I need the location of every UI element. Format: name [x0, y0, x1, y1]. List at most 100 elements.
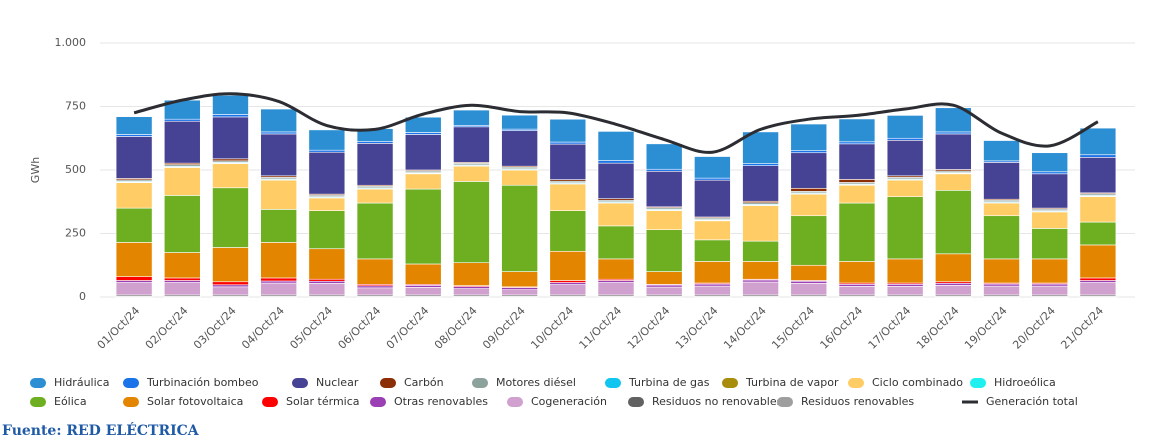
bar-segment [983, 285, 1020, 296]
bar-segment [115, 282, 153, 296]
bar-segment [115, 280, 153, 283]
legend-swatch [30, 378, 46, 388]
bar-segment [549, 250, 587, 281]
x-tick-label: 21/Oct/24 [1058, 304, 1106, 352]
legend-label: Motores diésel [496, 376, 576, 389]
bar-segment [356, 188, 394, 204]
x-tick-label: 13/Oct/24 [673, 304, 721, 352]
bar-segment [549, 280, 587, 283]
x-tick-label: 19/Oct/24 [962, 304, 1010, 352]
bar-segment [838, 261, 876, 284]
x-tick-label: 11/Oct/24 [577, 304, 625, 352]
x-tick-label: 15/Oct/24 [769, 304, 817, 352]
bar-segment [790, 193, 828, 217]
bar-segment [163, 167, 201, 196]
bar-segment [163, 118, 201, 122]
bar-segment [1079, 221, 1117, 246]
x-tick-label: 03/Oct/24 [191, 304, 239, 352]
bar-segment [356, 202, 394, 260]
bar-segment [1079, 196, 1117, 223]
bar-segment [260, 108, 297, 133]
bar-segment [790, 264, 828, 281]
bar-segment [501, 114, 538, 130]
bar-segment [935, 190, 972, 255]
x-tick-label: 18/Oct/24 [914, 304, 962, 352]
bar-segment [886, 137, 924, 141]
bar-segment [838, 286, 876, 296]
bar-segment [838, 143, 876, 180]
bar-segment [694, 261, 731, 284]
bar-segment [308, 129, 346, 151]
bar-segment [886, 196, 924, 260]
bar-segment [838, 141, 876, 145]
bar-segment [790, 187, 828, 192]
legend-swatch [628, 397, 644, 407]
bar-segment [935, 253, 972, 283]
legend-label: Generación total [986, 395, 1078, 408]
bar-segment [163, 280, 201, 283]
x-tick-label: 10/Oct/24 [528, 304, 576, 352]
bar-segment [356, 143, 394, 186]
bar-segment [645, 143, 683, 170]
bar-segment [453, 286, 490, 289]
bar-segment [983, 202, 1020, 217]
legend-swatch [380, 378, 396, 388]
bar-segment [838, 118, 876, 143]
bar-segment [212, 286, 249, 296]
bar-segment [212, 95, 249, 115]
bar-segment [549, 118, 587, 143]
bar-segment [260, 277, 297, 282]
bar-segment [404, 287, 442, 296]
bar-segment [790, 152, 828, 189]
bar-segment [549, 143, 587, 180]
bar-segment [742, 205, 779, 242]
bar-segment [1079, 157, 1117, 194]
legend-label: Hidráulica [54, 376, 109, 389]
bar-segment [645, 168, 683, 172]
bar-segment [260, 280, 297, 284]
bar-segment [1079, 244, 1117, 279]
legend-swatch [848, 378, 864, 388]
bar-segment [645, 286, 683, 296]
bar-segment [453, 165, 490, 182]
bar-segment [501, 289, 538, 296]
bar-segment [790, 123, 828, 151]
x-tick-label: 09/Oct/24 [480, 304, 528, 352]
bar-segment [983, 215, 1020, 260]
legend-swatch [292, 378, 308, 388]
legend-label: Otras renovables [394, 395, 488, 408]
bar-segment [404, 285, 442, 288]
x-tick-label: 08/Oct/24 [432, 304, 480, 352]
x-tick-label: 06/Oct/24 [336, 304, 384, 352]
legend-swatch [970, 378, 986, 388]
bar-segment [212, 163, 249, 189]
bar-segment [886, 179, 924, 197]
legend-label: Solar fotovoltaica [147, 395, 243, 408]
bar-segment [694, 177, 731, 181]
bar-segment [163, 282, 201, 296]
bar-segment [308, 149, 346, 153]
total-line [133, 92, 1099, 154]
source: Fuente: RED ELÉCTRICA [2, 421, 200, 439]
bar-segment [983, 140, 1020, 162]
bar-segment [260, 179, 297, 210]
bar-segment [838, 283, 876, 287]
bar-segment [308, 282, 346, 296]
bar-segment [308, 278, 346, 282]
legend-label: Carbón [404, 376, 444, 389]
bar-segment [260, 282, 297, 296]
bar-segment [549, 284, 587, 296]
x-tick-label: 05/Oct/24 [287, 304, 335, 352]
bar-segment [549, 141, 587, 145]
bar-segment [983, 283, 1020, 287]
bar-segment [212, 247, 249, 283]
bar-segment [597, 160, 635, 164]
bar-segment [694, 156, 731, 179]
bar-segment [163, 195, 201, 253]
bar-segment [453, 181, 490, 264]
bar-segment [356, 285, 394, 289]
bar-segment [404, 134, 442, 171]
bar-segment [260, 209, 297, 243]
bar-segment [935, 285, 972, 296]
bar-segment [886, 286, 924, 296]
